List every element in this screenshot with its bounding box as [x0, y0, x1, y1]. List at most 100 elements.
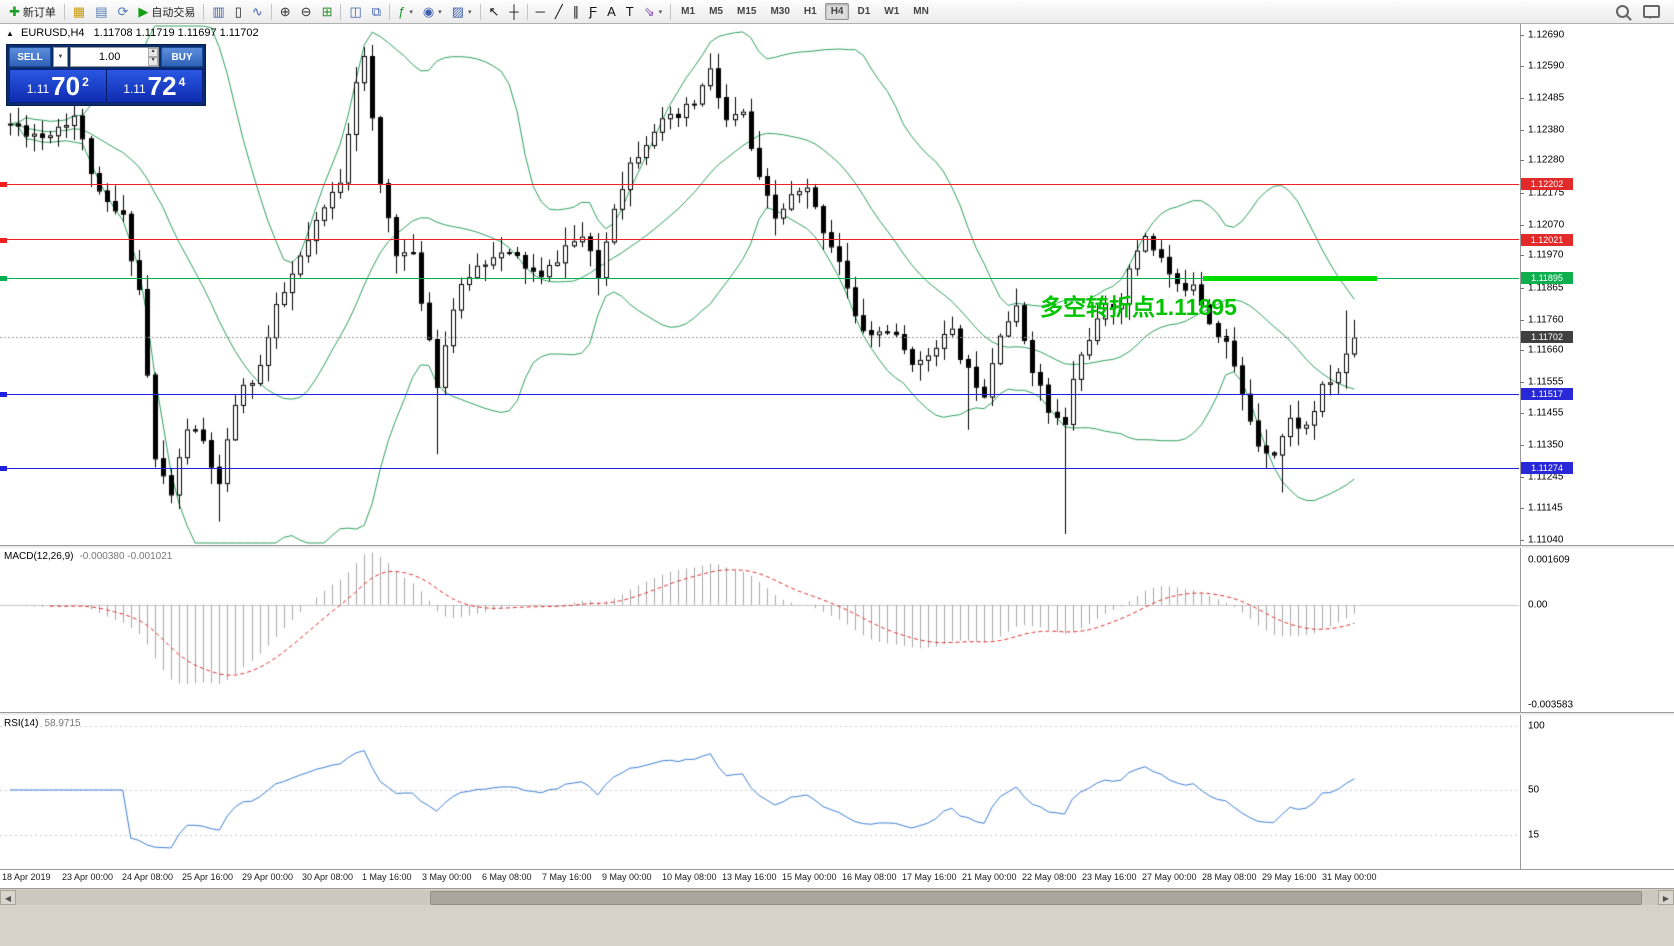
one-click-trading-panel: SELL ▼ ▲ ▼ BUY 1.11 70 2 1.11 72 4 [6, 44, 206, 106]
price-line-tag: 1.11895 [1521, 272, 1573, 285]
timeframe-d1-button[interactable]: D1 [857, 6, 871, 17]
zoom-in-button[interactable]: ⊕ [275, 0, 296, 24]
candlestick-chart-button[interactable]: ▯ [230, 0, 247, 24]
timeframe-mn-button[interactable]: MN [913, 6, 929, 17]
search-icon[interactable] [1616, 5, 1629, 18]
timeframe-m15-button[interactable]: M15 [736, 6, 757, 17]
chat-icon[interactable] [1643, 5, 1660, 19]
cascade-windows-button[interactable]: ⧉ [367, 0, 386, 24]
tile-windows-button[interactable]: ◫ [344, 0, 366, 24]
price-tick-mark [1520, 412, 1524, 414]
collapse-one-click-icon[interactable]: ▲ [6, 29, 14, 38]
horizontal-line-button[interactable]: ─ [531, 0, 550, 24]
grid-button[interactable]: ⊞ [317, 0, 338, 24]
text-label-button[interactable]: T [621, 0, 639, 24]
scrollbar-thumb[interactable] [430, 891, 1642, 905]
line-chart-icon: ∿ [251, 3, 263, 19]
text-button[interactable]: A [602, 0, 621, 24]
market-watch-button[interactable]: ▤ [90, 0, 112, 24]
time-axis-label: 23 Apr 00:00 [62, 872, 114, 882]
macd-axis-label: -0.003583 [1528, 699, 1574, 711]
trendline-button[interactable]: ╱ [550, 0, 568, 24]
text-icon: A [607, 3, 616, 19]
cursor-icon: ↖ [488, 3, 500, 19]
strategy-tester-button[interactable]: ⟳ [113, 0, 134, 24]
price-tick-label: 1.11555 [1528, 376, 1564, 388]
line-chart-button[interactable]: ∿ [247, 0, 268, 24]
scroll-right-icon[interactable]: ▶ [1658, 890, 1674, 905]
time-axis-label: 29 May 16:00 [1262, 872, 1317, 882]
timeframe-h1-button[interactable]: H1 [803, 6, 817, 17]
timeframe-m1-button[interactable]: M1 [681, 6, 696, 17]
toolbar-separator [526, 3, 528, 20]
buy-price-big: 72 [147, 71, 177, 101]
sell-button[interactable]: SELL [9, 47, 51, 67]
rsi-name: RSI(14) [4, 718, 39, 729]
price-tick-label: 1.11970 [1528, 249, 1564, 261]
templates-icon: ▨ [451, 3, 464, 19]
new-order-button[interactable]: ✚ 新订单 [4, 0, 61, 24]
timeframe-h4-button[interactable]: H4 [824, 3, 850, 20]
horizontal-price-line[interactable] [0, 183, 1519, 185]
rsi-indicator-label: RSI(14) 58.9715 [4, 718, 81, 729]
crosshair-button[interactable]: ┼ [504, 0, 523, 24]
price-tick-mark [1520, 445, 1524, 447]
fibonacci-button[interactable]: Ƒ [584, 0, 602, 24]
horizontal-price-line[interactable] [0, 467, 1519, 469]
horizontal-price-line[interactable] [0, 277, 1519, 279]
zoom-out-button[interactable]: ⊖ [296, 0, 317, 24]
horizontal-price-line[interactable] [0, 239, 1519, 241]
timeframe-m30-button[interactable]: M30 [770, 6, 790, 17]
cursor-button[interactable]: ↖ [484, 0, 505, 24]
price-tick-label: 1.12070 [1528, 219, 1565, 231]
autotrading-play-icon: ▶ [138, 3, 149, 19]
navigator-button[interactable]: ◉ ▾ [418, 0, 447, 24]
bar-chart-button[interactable]: ▥ [207, 0, 229, 24]
price-tick-mark [1520, 65, 1524, 67]
navigator-icon: ◉ [422, 3, 435, 19]
rsi-axis-label: 15 [1528, 829, 1540, 841]
price-tick-mark [1520, 224, 1524, 226]
scroll-left-icon[interactable]: ◀ [0, 890, 16, 905]
horizontal-scrollbar[interactable]: ◀ ▶ [0, 890, 1674, 905]
macd-panel-separator[interactable] [0, 545, 1674, 548]
volume-up-button[interactable]: ▲ [148, 48, 158, 57]
time-axis-label: 23 May 16:00 [1082, 872, 1137, 882]
time-axis-label: 29 Apr 00:00 [242, 872, 294, 882]
price-tick-mark [1520, 507, 1524, 509]
volume-down-button[interactable]: ▼ [148, 57, 158, 66]
bar-chart-icon: ▥ [212, 3, 225, 19]
zoom-out-icon: ⊖ [300, 3, 312, 19]
volume-spinner: ▲ ▼ [148, 48, 158, 66]
time-axis-label: 9 May 00:00 [602, 872, 652, 882]
sell-price-panel[interactable]: 1.11 70 2 [10, 70, 106, 102]
turning-point-annotation[interactable]: 多空转折点1.11895 [1040, 294, 1237, 320]
buy-price-panel[interactable]: 1.11 72 4 [105, 70, 203, 102]
toolbar-separator [270, 3, 272, 20]
rsi-panel-separator[interactable] [0, 712, 1674, 715]
templates-button[interactable]: ▨ ▾ [447, 0, 477, 24]
time-axis-label: 16 May 08:00 [842, 872, 897, 882]
time-axis-label: 27 May 00:00 [1142, 872, 1197, 882]
autotrading-button[interactable]: ▶ 自动交易 [133, 0, 200, 24]
timeframe-w1-button[interactable]: W1 [884, 6, 900, 17]
grid-icon: ⊞ [321, 3, 333, 19]
price-line-tag: 1.12021 [1521, 233, 1573, 246]
indicators-button[interactable]: ƒ ▾ [393, 0, 418, 24]
timeframe-m5-button[interactable]: M5 [709, 6, 723, 17]
order-type-dropdown[interactable]: ▼ [53, 47, 68, 67]
time-axis-label: 13 May 16:00 [722, 872, 777, 882]
time-axis-label: 24 Apr 08:00 [122, 872, 174, 882]
line-left-marker [0, 466, 7, 472]
toolbar-separator [389, 3, 391, 20]
arrows-button[interactable]: ⇘ ▾ [639, 0, 667, 24]
volume-input[interactable] [71, 48, 149, 66]
profiles-button[interactable]: ▦ [68, 0, 90, 24]
line-left-marker [0, 276, 7, 282]
horizontal-price-line[interactable] [0, 393, 1519, 395]
equidistant-channel-button[interactable]: ∥ [568, 0, 585, 24]
turning-point-segment[interactable] [1203, 276, 1377, 282]
buy-button[interactable]: BUY [161, 47, 203, 67]
